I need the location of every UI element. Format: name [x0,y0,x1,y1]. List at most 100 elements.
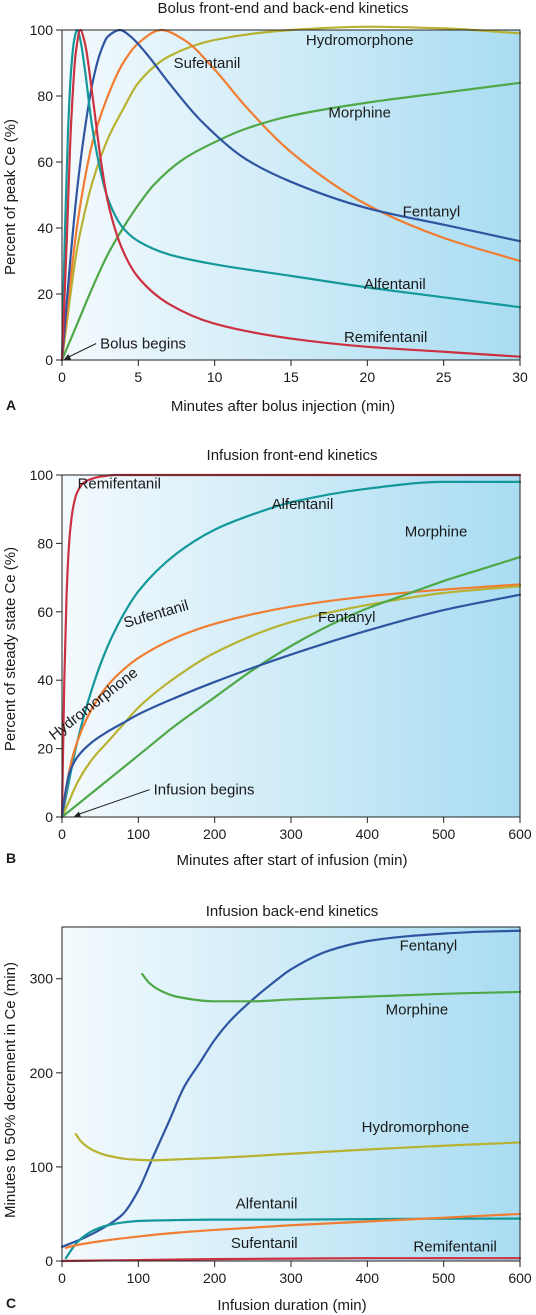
panel-a-annotation-bolus-begins: Bolus begins [100,336,186,353]
panel-b-title: Infusion front-end kinetics [207,447,378,464]
panel-a-x-axis-label: Minutes after bolus injection (min) [171,398,395,415]
panel-c-y-axis-label: Minutes to 50% decrement in Ce (min) [2,962,19,1218]
panel-c-label-fentanyl: Fentanyl [400,938,458,955]
panel-a-curve-morphine [60,81,522,362]
panel-a-x-tick-label: 25 [436,369,452,385]
panel-b: Infusion front-end kinetics 0 100 200 300 40… [2,447,532,869]
panel-a-label-alfentanil: Alfentanil [364,276,426,293]
panel-b-curve-morphine [60,555,522,819]
panel-c-x-axis-label: Infusion duration (min) [217,1297,366,1314]
panel-b-label-alfentanil: Alfentanil [272,496,334,513]
panel-a-annotation-arrow-head [63,353,72,360]
panel-b-annotation-infusion-begins: Infusion begins [154,782,255,799]
panel-a-letter: A [6,397,16,413]
panel-c-curve-sufentanil [64,1212,522,1249]
panel-a-x-ticks: 0 5 10 15 20 25 30 [58,360,528,385]
panel-b-x-ticks: 0 100 200 300 400 500 600 [58,817,532,842]
panel-b-annotations: Infusion begins [73,782,255,818]
panel-a-curves [60,25,522,362]
panel-b-curve-fentanyl [60,593,522,819]
panel-b-label-morphine: Morphine [405,524,468,541]
panel-a-series-labels: Hydromorphone Sufentanil Morphine Fentanyl A… [174,32,461,346]
panel-c-curve-hydromorphone [74,1132,522,1162]
panel-c-label-morphine: Morphine [386,1001,449,1018]
panel-b-x-tick-label: 200 [203,826,227,842]
panel-c-y-tick-label: 100 [30,1159,54,1175]
panel-a-plot-area [62,30,520,360]
panel-c-label-sufentanil: Sufentanil [231,1235,298,1252]
panel-b-y-tick-label: 0 [45,809,53,825]
panel-b-x-tick-label: 300 [279,826,303,842]
panel-b-curve-alfentanil [60,480,522,819]
panel-a-y-ticks: 0 20 40 60 80 100 [30,22,62,368]
panel-a-label-sufentanil: Sufentanil [174,55,241,72]
panel-a-y-tick-label: 80 [37,88,53,104]
panel-a-label-remifentanil: Remifentanil [344,329,427,346]
panel-a-x-tick-label: 20 [360,369,376,385]
panel-a-curve-remifentanil [60,28,522,362]
panel-c-curve-alfentanil [64,1217,522,1260]
panel-c-x-tick-label: 0 [58,1270,66,1286]
panel-c-series-labels: Fentanyl Morphine Hydromorphone Alfentanil S… [231,938,497,1256]
panel-a-label-fentanyl: Fentanyl [403,203,461,220]
panel-b-label-fentanyl: Fentanyl [318,609,376,626]
panel-a-x-tick-label: 30 [512,369,528,385]
panel-a-curve-hydromorphone [60,25,522,362]
panel-b-curve-hydromorphone [60,585,522,819]
panel-b-x-tick-label: 500 [432,826,456,842]
panel-c-curve-morphine [141,972,522,1003]
panel-c-curves [60,929,522,1263]
panel-a-curve-alfentanil [60,28,522,362]
panel-a-y-tick-label: 40 [37,220,53,236]
panel-b-y-tick-label: 20 [37,741,53,757]
panel-c-x-tick-label: 100 [127,1270,151,1286]
panel-a-curve-fentanyl [60,28,522,362]
panel-b-annotation-arrow-line [76,789,150,816]
panel-b-y-tick-label: 80 [37,535,53,551]
panel-b-x-axis-label: Minutes after start of infusion (min) [177,852,408,869]
panel-c-title: Infusion back-end kinetics [206,903,379,920]
panel-c-x-tick-label: 600 [508,1270,532,1286]
panel-b-y-tick-label: 40 [37,672,53,688]
panel-c: Infusion back-end kinetics 0 100 200 300 400… [2,903,532,1314]
panel-c-x-tick-label: 300 [279,1270,303,1286]
panel-b-letter: B [6,850,16,866]
panel-a-label-hydromorphone: Hydromorphone [306,32,414,49]
panel-b-y-axis-label: Percent of steady state Ce (%) [2,547,19,751]
panel-b-curve-sufentanil [60,583,522,819]
panel-c-label-alfentanil: Alfentanil [236,1195,298,1212]
panel-a-y-axis-label: Percent of peak Ce (%) [2,119,19,275]
panel-c-curve-fentanyl [60,929,522,1248]
panel-a-annotations: Bolus begins [63,336,186,360]
panel-a: Bolus front-end and back-end kinetics 0 5… [2,0,528,415]
panel-b-y-ticks: 0 20 40 60 80 100 [30,467,62,825]
panel-c-label-remifentanil: Remifentanil [413,1239,496,1256]
panel-c-x-tick-label: 400 [356,1270,380,1286]
panel-b-label-remifentanil: Remifentanil [78,476,161,493]
panel-a-y-tick-label: 20 [37,286,53,302]
panel-b-x-tick-label: 100 [127,826,151,842]
panel-c-plot-area [62,927,520,1261]
panel-a-x-tick-label: 5 [134,369,142,385]
panel-b-annotation-arrow-head [73,811,82,818]
panel-a-label-morphine: Morphine [328,104,391,121]
panel-a-x-tick-label: 0 [58,369,66,385]
panel-a-title: Bolus front-end and back-end kinetics [158,0,409,17]
panel-c-label-hydromorphone: Hydromorphone [362,1119,470,1136]
panel-a-y-tick-label: 0 [45,352,53,368]
panel-c-y-ticks: 0 100 200 300 [30,971,62,1269]
panel-a-curve-sufentanil [60,28,522,362]
panel-b-y-tick-label: 60 [37,604,53,620]
panel-b-y-tick-label: 100 [30,467,54,483]
panel-c-x-tick-label: 200 [203,1270,227,1286]
panel-b-x-tick-label: 400 [356,826,380,842]
panel-b-x-tick-label: 600 [508,826,532,842]
panel-a-y-tick-label: 60 [37,154,53,170]
panel-b-x-tick-label: 0 [58,826,66,842]
panel-a-x-tick-label: 15 [283,369,299,385]
panel-c-x-tick-label: 500 [432,1270,456,1286]
panel-c-x-ticks: 0 100 200 300 400 500 600 [58,1261,532,1286]
panel-c-y-tick-label: 200 [30,1065,54,1081]
panel-a-x-tick-label: 10 [207,369,223,385]
